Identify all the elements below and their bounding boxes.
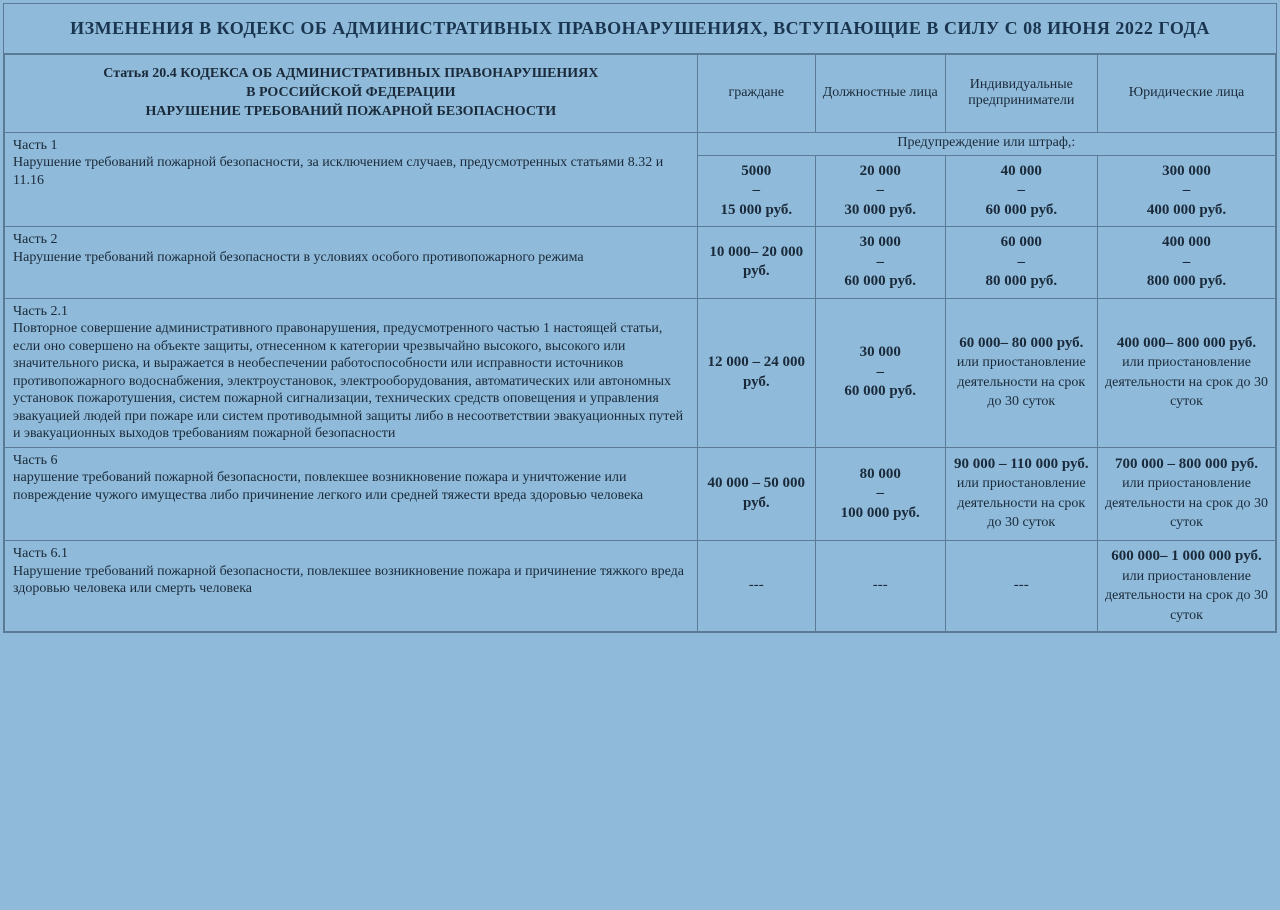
document-container: ИЗМЕНЕНИЯ В КОДЕКС ОБ АДМИНИСТРАТИВНЫХ П…	[3, 3, 1277, 633]
value-text: 700 000 – 800 000 руб.	[1115, 456, 1258, 472]
value-text: 60 000–80 000 руб.	[985, 234, 1057, 289]
col-entrepreneurs: Индивидуальные предприниматели	[945, 55, 1098, 133]
value-text: 12 000 – 24 000 руб.	[708, 354, 806, 390]
article-header: Статья 20.4 КОДЕКСА ОБ АДМИНИСТРАТИВНЫХ …	[5, 55, 698, 133]
value-text: 40 000–60 000 руб.	[985, 163, 1057, 218]
value-text: 400 000–800 000 руб.	[1147, 234, 1226, 289]
part-text: Нарушение требований пожарной безопаснос…	[13, 564, 684, 597]
cell-citizens: 12 000 – 24 000 руб.	[697, 298, 815, 447]
cell-entrepreneurs: 90 000 – 110 000 руб. или приостановлени…	[945, 447, 1098, 541]
part-label: Часть 1	[13, 137, 689, 155]
row-desc: Часть 2.1 Повторное совершение администр…	[5, 298, 698, 447]
cell-entrepreneurs: 60 000–80 000 руб.	[945, 227, 1098, 299]
value-text: 90 000 – 110 000 руб.	[954, 456, 1089, 472]
article-line2: В РОССИЙСКОЙ ФЕДЕРАЦИИ	[246, 85, 455, 100]
cell-entrepreneurs: 60 000– 80 000 руб. или приостановление …	[945, 298, 1098, 447]
value-extra: или приостановление деятельности на срок…	[1105, 355, 1268, 409]
cell-officials: 30 000–60 000 руб.	[815, 298, 945, 447]
table-row: Часть 1 Нарушение требований пожарной бе…	[5, 132, 1276, 155]
page-title: ИЗМЕНЕНИЯ В КОДЕКС ОБ АДМИНИСТРАТИВНЫХ П…	[4, 4, 1276, 54]
value-extra: или приостановление деятельности на срок…	[1105, 569, 1268, 623]
value-text: 20 000–30 000 руб.	[844, 163, 916, 218]
value-text: 10 000– 20 000 руб.	[709, 244, 803, 280]
value-text: ---	[1014, 577, 1029, 593]
cell-citizens: ---	[697, 541, 815, 632]
value-text: 30 000–60 000 руб.	[844, 344, 916, 399]
value-extra: или приостановление деятельности на срок…	[957, 476, 1086, 530]
cell-legal-entities: 400 000–800 000 руб.	[1098, 227, 1276, 299]
row-desc: Часть 2 Нарушение требований пожарной бе…	[5, 227, 698, 299]
table-row: Часть 2 Нарушение требований пожарной бе…	[5, 227, 1276, 299]
cell-legal-entities: 300 000–400 000 руб.	[1098, 155, 1276, 227]
value-text: 80 000–100 000 руб.	[841, 466, 920, 521]
part-text: Повторное совершение административного п…	[13, 321, 683, 441]
part-text: Нарушение требований пожарной безопаснос…	[13, 250, 584, 265]
part-label: Часть 6.1	[13, 545, 689, 563]
col-officials: Должностные лица	[815, 55, 945, 133]
cell-legal-entities: 700 000 – 800 000 руб. или приостановлен…	[1098, 447, 1276, 541]
cell-citizens: 5000–15 000 руб.	[697, 155, 815, 227]
table-row: Часть 6.1 Нарушение требований пожарной …	[5, 541, 1276, 632]
cell-officials: 30 000–60 000 руб.	[815, 227, 945, 299]
article-line3: НАРУШЕНИЕ ТРЕБОВАНИЙ ПОЖАРНОЙ БЕЗОПАСНОС…	[146, 104, 557, 119]
value-text: 60 000– 80 000 руб.	[959, 335, 1083, 351]
cell-legal-entities: 400 000– 800 000 руб. или приостановлени…	[1098, 298, 1276, 447]
value-text: 40 000 – 50 000 руб.	[708, 475, 806, 511]
penalty-group-header: Предупреждение или штраф,:	[697, 132, 1275, 155]
cell-citizens: 10 000– 20 000 руб.	[697, 227, 815, 299]
article-line1: Статья 20.4 КОДЕКСА ОБ АДМИНИСТРАТИВНЫХ …	[103, 66, 598, 81]
part-label: Часть 2.1	[13, 303, 689, 321]
cell-officials: ---	[815, 541, 945, 632]
cell-officials: 80 000–100 000 руб.	[815, 447, 945, 541]
value-text: 30 000–60 000 руб.	[844, 234, 916, 289]
row-desc: Часть 6 нарушение требований пожарной бе…	[5, 447, 698, 541]
header-row: Статья 20.4 КОДЕКСА ОБ АДМИНИСТРАТИВНЫХ …	[5, 55, 1276, 133]
value-text: 300 000–400 000 руб.	[1147, 163, 1226, 218]
value-extra: или приостановление деятельности на срок…	[957, 355, 1086, 409]
col-citizens: граждане	[697, 55, 815, 133]
row-desc: Часть 6.1 Нарушение требований пожарной …	[5, 541, 698, 632]
value-text: 600 000– 1 000 000 руб.	[1111, 548, 1261, 564]
cell-officials: 20 000–30 000 руб.	[815, 155, 945, 227]
col-legal-entities: Юридические лица	[1098, 55, 1276, 133]
part-label: Часть 2	[13, 231, 689, 249]
cell-citizens: 40 000 – 50 000 руб.	[697, 447, 815, 541]
cell-legal-entities: 600 000– 1 000 000 руб. или приостановле…	[1098, 541, 1276, 632]
penalty-table: Статья 20.4 КОДЕКСА ОБ АДМИНИСТРАТИВНЫХ …	[4, 54, 1276, 632]
cell-entrepreneurs: 40 000–60 000 руб.	[945, 155, 1098, 227]
part-label: Часть 6	[13, 452, 689, 470]
value-text: 400 000– 800 000 руб.	[1117, 335, 1256, 351]
cell-entrepreneurs: ---	[945, 541, 1098, 632]
row-desc: Часть 1 Нарушение требований пожарной бе…	[5, 132, 698, 227]
value-text: ---	[873, 577, 888, 593]
value-text: ---	[749, 577, 764, 593]
table-row: Часть 6 нарушение требований пожарной бе…	[5, 447, 1276, 541]
value-text: 5000–15 000 руб.	[720, 163, 792, 218]
value-extra: или приостановление деятельности на срок…	[1105, 476, 1268, 530]
part-text: Нарушение требований пожарной безопаснос…	[13, 155, 663, 188]
part-text: нарушение требований пожарной безопаснос…	[13, 470, 643, 503]
table-row: Часть 2.1 Повторное совершение администр…	[5, 298, 1276, 447]
